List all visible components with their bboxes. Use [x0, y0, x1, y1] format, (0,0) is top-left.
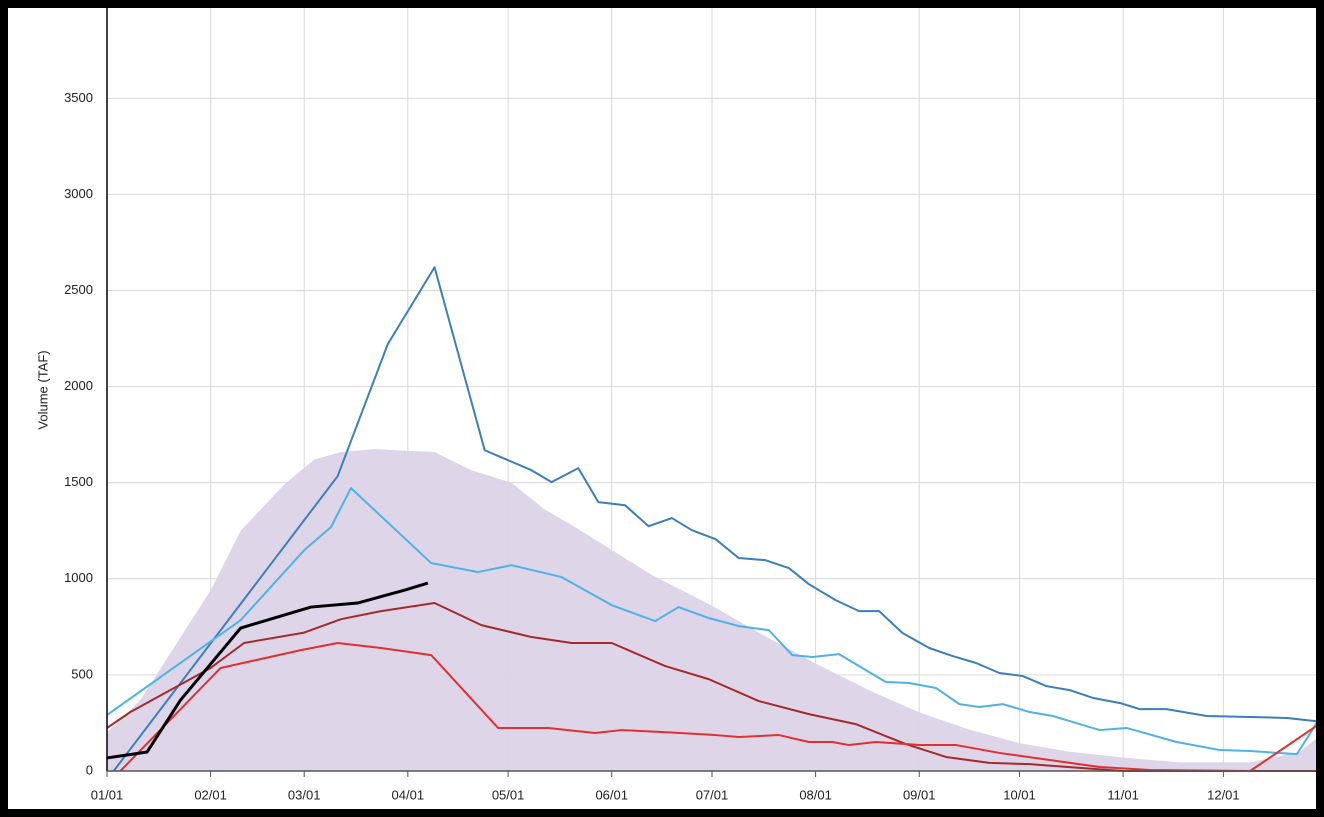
- x-tick-label: 08/01: [799, 787, 832, 802]
- y-tick-label: 1500: [64, 474, 93, 489]
- x-tick-label: 09/01: [903, 787, 936, 802]
- plot: 0 500 1000 1500 2000 2500 3000 3500 01/01 02/01 03…: [64, 8, 1324, 802]
- x-tick-label: 12/01: [1207, 787, 1240, 802]
- y-tick-label: 0: [86, 762, 93, 777]
- line: [112, 266, 1324, 772]
- x-tick-label: 03/01: [288, 787, 321, 802]
- line: [106, 581, 429, 760]
- y-tick-label: 3000: [64, 186, 93, 201]
- line: [106, 602, 1324, 772]
- y-tick-label: 2000: [64, 378, 93, 393]
- x-tick-label: 07/01: [696, 787, 729, 802]
- y-tick-label: 1000: [64, 570, 93, 585]
- x-tick-label: 06/01: [595, 787, 628, 802]
- x-tick-label: 10/01: [1003, 787, 1036, 802]
- y-axis-title: Volume (TAF): [35, 350, 50, 429]
- y-tick-label: 3500: [64, 90, 93, 105]
- line: [119, 642, 1324, 772]
- x-tick-label: 04/01: [392, 787, 425, 802]
- x-tick-label: 02/01: [194, 787, 227, 802]
- area: [107, 449, 1324, 771]
- x-tick-label: 11/01: [1107, 787, 1139, 802]
- line: [106, 487, 1324, 756]
- y-tick-label: 500: [71, 666, 93, 681]
- series-layer: [106, 266, 1324, 772]
- x-tick-label: 01/01: [91, 787, 124, 802]
- x-tick-label: 05/01: [492, 787, 525, 802]
- axes: 0 500 1000 1500 2000 2500 3000 3500 01/01 02/01 03…: [64, 8, 1324, 802]
- y-tick-label: 2500: [64, 282, 93, 297]
